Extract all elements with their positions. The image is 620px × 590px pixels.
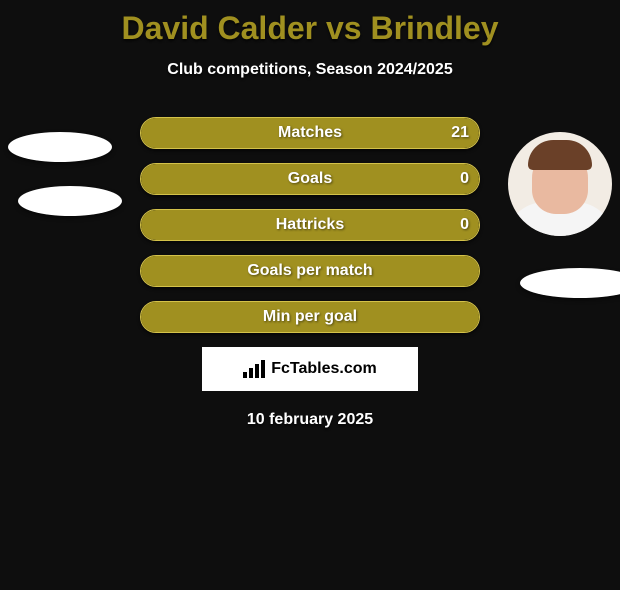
stat-row: Min per goal <box>140 301 480 333</box>
page-title: David Calder vs Brindley <box>0 10 620 47</box>
left-club-ellipse-2 <box>18 186 122 216</box>
date-label: 10 february 2025 <box>0 411 620 429</box>
stat-value-right: 0 <box>460 216 469 234</box>
fctables-logo[interactable]: FcTables.com <box>202 347 418 391</box>
stat-row: Goals0 <box>140 163 480 195</box>
stat-label: Goals <box>141 170 479 188</box>
stat-row: Hattricks0 <box>140 209 480 241</box>
stat-label: Hattricks <box>141 216 479 234</box>
stat-value-right: 0 <box>460 170 469 188</box>
left-club-ellipse-1 <box>8 132 112 162</box>
logo-text: FcTables.com <box>271 360 377 378</box>
stat-label: Goals per match <box>141 262 479 280</box>
stat-label: Min per goal <box>141 308 479 326</box>
bar-chart-icon <box>243 360 265 378</box>
stat-label: Matches <box>141 124 479 142</box>
subtitle: Club competitions, Season 2024/2025 <box>0 61 620 79</box>
stat-row: Matches21 <box>140 117 480 149</box>
right-player-avatar <box>508 132 612 236</box>
stat-row: Goals per match <box>140 255 480 287</box>
stat-value-right: 21 <box>451 124 469 142</box>
